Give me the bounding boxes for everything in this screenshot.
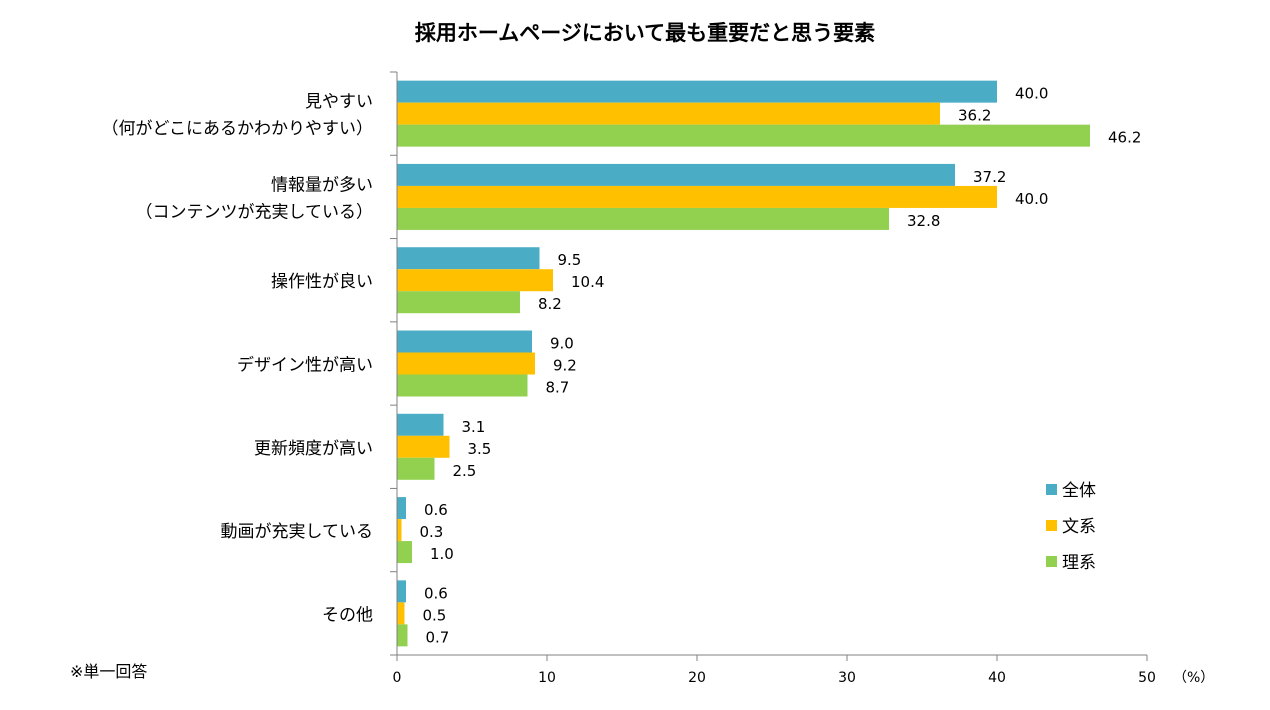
bar-理系-3	[397, 374, 528, 397]
note-text: ※単一回答	[70, 662, 147, 681]
legend-swatch-文系	[1046, 520, 1057, 531]
value-label: 46.2	[1108, 129, 1141, 147]
value-label: 40.0	[1015, 190, 1048, 208]
value-label: 10.4	[571, 273, 604, 291]
x-tick-label: 0	[393, 670, 402, 686]
value-label: 0.3	[420, 523, 444, 541]
value-label: 0.5	[423, 606, 447, 624]
category-label: （コンテンツが充実している）	[136, 202, 374, 222]
bar-文系-1	[397, 185, 997, 208]
bars-group	[397, 80, 1090, 647]
value-label: 9.0	[550, 335, 574, 353]
value-label: 8.7	[546, 379, 570, 397]
category-label: 情報量が多い	[271, 175, 373, 195]
bar-全体-1	[397, 163, 955, 186]
bar-理系-4	[397, 457, 435, 480]
value-label: 9.5	[558, 251, 582, 269]
axes-group: 0 10 20 30 40 50	[390, 71, 1156, 686]
bar-全体-2	[397, 247, 540, 270]
bar-全体-0	[397, 80, 997, 103]
bar-理系-6	[397, 624, 408, 647]
category-label: その他	[322, 605, 373, 625]
value-labels-group: 40.0 36.2 46.2 37.2 40.0 32.8 9.5 10.4 8.2 9.0 9.2…	[420, 85, 1142, 647]
category-label: 操作性が良い	[271, 272, 373, 292]
bar-全体-5	[397, 497, 406, 520]
bar-理系-0	[397, 124, 1090, 147]
value-label: 3.1	[462, 418, 486, 436]
bar-全体-6	[397, 580, 406, 603]
legend-label: 理系	[1062, 553, 1096, 573]
category-label: デザイン性が高い	[237, 355, 373, 376]
category-labels-group: 見やすい （何がどこにあるかわかりやすい） 情報量が多い （コンテンツが充実している）…	[102, 92, 374, 625]
chart-title: 採用ホームページにおいて最も重要だと思う要素	[415, 21, 875, 45]
unit-label: （%）	[1173, 670, 1214, 686]
bar-文系-6	[397, 602, 405, 625]
bar-理系-1	[397, 207, 889, 230]
legend-swatch-理系	[1046, 556, 1057, 567]
value-label: 0.7	[426, 628, 450, 646]
value-label: 0.6	[424, 501, 448, 519]
bar-全体-4	[397, 413, 444, 436]
x-tick-label: 50	[1138, 670, 1156, 686]
category-label: （何がどこにあるかわかりやすい）	[102, 119, 374, 139]
bar-理系-5	[397, 541, 412, 564]
legend-swatch-全体	[1046, 484, 1057, 495]
value-label: 1.0	[430, 545, 454, 563]
bar-文系-2	[397, 269, 553, 292]
bar-文系-4	[397, 435, 450, 458]
category-label: 動画が充実している	[221, 522, 374, 542]
value-label: 9.2	[553, 357, 577, 375]
bar-理系-2	[397, 291, 520, 314]
bar-全体-3	[397, 330, 532, 353]
value-label: 37.2	[973, 168, 1006, 186]
value-label: 40.0	[1015, 85, 1048, 103]
x-tick-label: 10	[538, 670, 556, 686]
legend-label: 全体	[1062, 481, 1096, 501]
x-tick-label: 30	[838, 670, 856, 686]
value-label: 0.6	[424, 584, 448, 602]
bar-文系-3	[397, 352, 535, 375]
value-label: 8.2	[538, 295, 562, 313]
category-label: 更新頻度が高い	[254, 439, 373, 459]
value-label: 3.5	[468, 440, 492, 458]
bar-文系-0	[397, 102, 940, 125]
value-label: 32.8	[907, 212, 940, 230]
legend-label: 文系	[1062, 517, 1096, 537]
x-tick-label: 20	[688, 670, 706, 686]
bar-文系-5	[397, 519, 402, 542]
x-tick-label: 40	[988, 670, 1006, 686]
value-label: 2.5	[453, 462, 477, 480]
value-label: 36.2	[958, 107, 991, 125]
category-label: 見やすい	[305, 92, 373, 112]
